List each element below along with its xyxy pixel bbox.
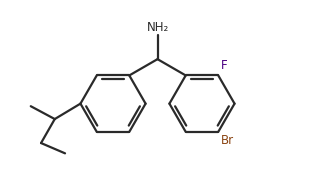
Text: NH₂: NH₂ <box>146 21 169 34</box>
Text: Br: Br <box>221 134 234 146</box>
Text: F: F <box>221 59 228 72</box>
